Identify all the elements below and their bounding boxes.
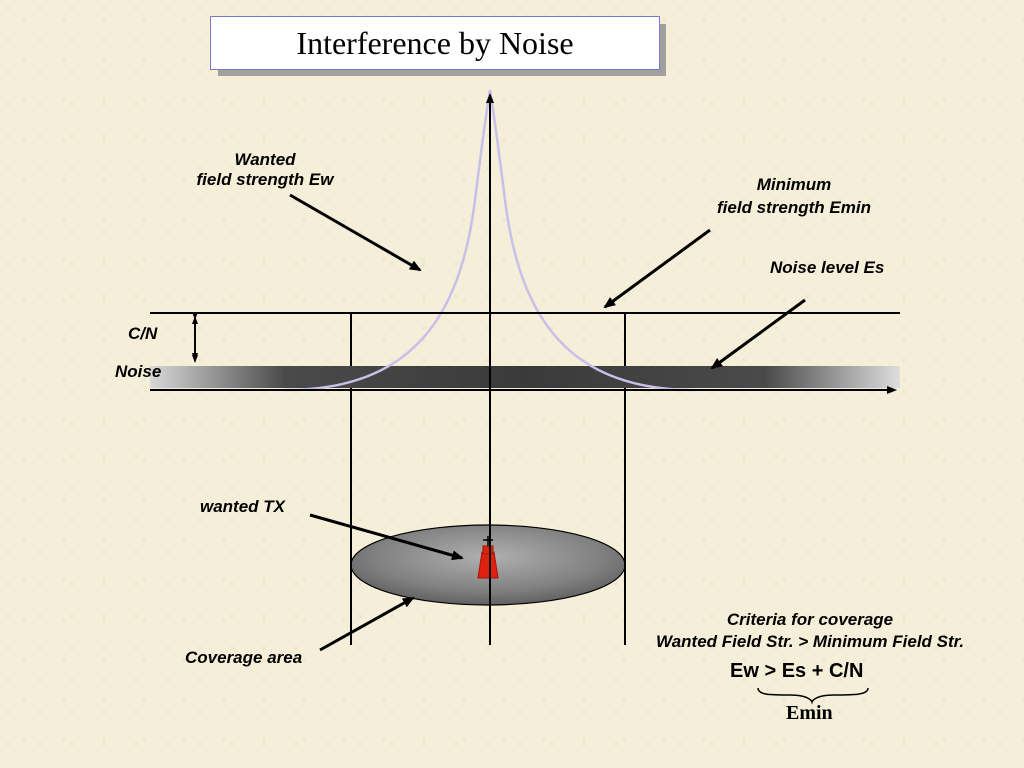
emin-label: Emin <box>786 702 833 725</box>
coverage-area-arrow <box>320 598 413 650</box>
criteria-1-label: Criteria for coverage <box>650 610 970 630</box>
minimum-field-label-2: field strength Emin <box>684 198 904 218</box>
cn-label: C/N <box>128 324 157 344</box>
emin-brace <box>758 688 868 702</box>
wanted-field-label: Wanted field strength Ew <box>175 150 355 190</box>
noise-level-arrow <box>712 300 805 368</box>
noise-level-label: Noise level Es <box>770 258 950 278</box>
equation-label: Ew > Es + C/N <box>730 660 863 683</box>
noise-band <box>150 366 900 388</box>
minimum-field-arrow <box>605 230 710 307</box>
diagram-svg <box>0 0 1024 768</box>
wanted-tx-label: wanted TX <box>200 497 285 517</box>
coverage-area-label: Coverage area <box>185 648 302 668</box>
criteria-2-label: Wanted Field Str. > Minimum Field Str. <box>620 632 1000 652</box>
wanted-field-arrow <box>290 195 420 270</box>
minimum-field-label-1: Minimum <box>704 175 884 195</box>
noise-label: Noise <box>115 362 161 382</box>
